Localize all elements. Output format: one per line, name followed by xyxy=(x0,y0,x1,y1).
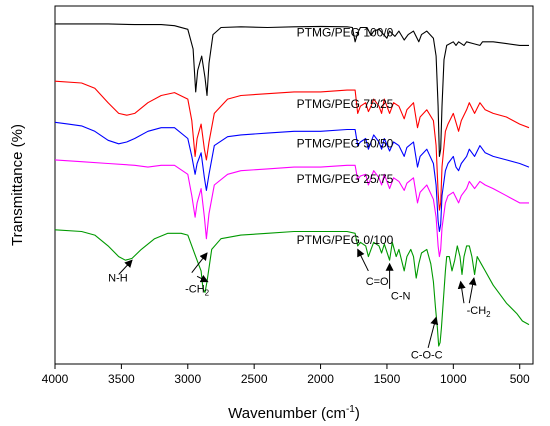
x-tick-label-0: 4000 xyxy=(42,372,69,386)
x-tick-label-3: 2500 xyxy=(241,372,268,386)
annotation-arrow-nh-0 xyxy=(118,259,133,275)
annotations: N-H -CH2 C=OC-N C-O-C -CH2 xyxy=(108,248,492,362)
annotation-arrow-ch2-right-1 xyxy=(468,277,477,304)
annotation-ch2-right: -CH2 xyxy=(467,305,492,319)
series-label-0: PTMG/PEG 100/0 xyxy=(297,25,394,39)
series-line-2 xyxy=(54,121,530,233)
series-line-0 xyxy=(55,23,529,157)
x-axis-label-sup: -1 xyxy=(346,404,355,415)
x-tick-label-7: 500 xyxy=(510,372,530,386)
annotation-arrow-ch2-left-0 xyxy=(191,252,208,274)
x-axis-label-end: ) xyxy=(355,405,360,422)
x-axis-label: Wavenumber (cm-1) xyxy=(228,404,360,422)
annotation-ch2-left: -CH2 xyxy=(185,283,210,297)
x-axis-ticks: 4000 3500 3000 2500 2000 1500 1000 500 xyxy=(42,364,530,386)
series-line-1 xyxy=(54,80,530,211)
y-axis-label: Transmittance (%) xyxy=(9,124,26,246)
x-tick-label-1: 3500 xyxy=(108,372,135,386)
annotation-arrow-ch2-right-0 xyxy=(457,280,466,304)
x-tick-label-4: 2000 xyxy=(307,372,334,386)
annotation-arrow-ch2-left-1 xyxy=(196,274,209,283)
plot-frame xyxy=(54,5,534,365)
series-labels: PTMG/PEG 100/0 PTMG/PEG 75/25 PTMG/PEG 50/… xyxy=(297,25,394,247)
x-axis-label-main: Wavenumber (cm xyxy=(228,405,346,422)
series-label-2: PTMG/PEG 50/50 xyxy=(297,136,394,150)
annotation-nh: N-H xyxy=(108,273,128,285)
series-line-3 xyxy=(54,159,529,258)
annotation-arrow-coc-0 xyxy=(427,316,439,349)
x-tick-label-5: 1500 xyxy=(374,372,401,386)
annotation-coc: C-O-C xyxy=(411,350,443,362)
series-layer xyxy=(54,23,530,347)
series-label-3: PTMG/PEG 25/75 xyxy=(297,172,394,186)
series-label-1: PTMG/PEG 75/25 xyxy=(297,97,394,111)
series-label-4: PTMG/PEG 0/100 xyxy=(297,233,394,247)
x-tick-label-6: 1000 xyxy=(440,372,467,386)
annotation-arrow-co-0 xyxy=(357,248,369,272)
annotation-cn: C-N xyxy=(391,291,411,303)
x-tick-label-2: 3000 xyxy=(174,372,201,386)
annotation-co: C=O xyxy=(366,276,389,288)
series-line-4 xyxy=(54,229,530,347)
